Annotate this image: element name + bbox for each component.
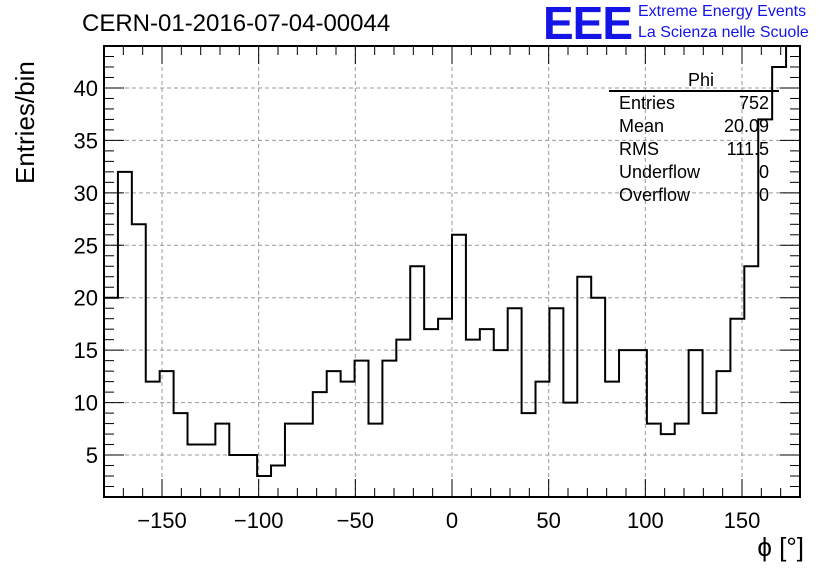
histogram-bin [549,308,563,497]
x-tick-label: 150 [724,508,761,533]
stats-label: Mean [619,116,665,136]
histogram-bin [424,329,438,497]
stats-label: Entries [619,93,676,113]
histogram-bin [577,277,591,497]
histogram-bin [368,424,382,497]
y-tick-label: 30 [74,181,98,206]
histogram-bin [438,319,452,497]
histogram-bin [257,476,271,497]
stats-value: 20.09 [723,116,769,136]
histogram-bin [494,350,508,497]
histogram-bin [355,361,369,497]
histogram-bin [160,371,174,497]
histogram-bin [703,413,717,497]
histogram-bin [313,392,327,497]
histogram-bin [591,298,605,497]
histogram-line [104,45,800,478]
histogram-bin [118,172,132,497]
stats-value: 111.5 [726,139,769,159]
histogram [104,45,800,497]
histogram-bin [508,308,522,497]
histogram-bin [522,413,536,497]
histogram-bin [675,424,689,497]
eee-logo: EEE [543,0,633,49]
y-tick-label: 25 [74,233,98,258]
histogram-bin [174,413,188,497]
stats-value: 0 [758,185,769,205]
histogram-bin [215,424,229,497]
y-tick-label: 5 [86,443,98,468]
histogram-bin [299,424,313,497]
histogram-bin [716,371,730,497]
stats-row-rms: RMS 111.5 [609,138,779,161]
x-axis-ticks: −150 −100 −50 0 50 100 150 [137,508,760,533]
histogram-bin [229,455,243,497]
x-tick-label: 50 [536,508,560,533]
histogram-bin [744,266,758,497]
histogram-bin [466,340,480,497]
histogram-bin [452,235,466,497]
histogram-bin [341,382,355,497]
axes [103,45,801,498]
stats-label: Underflow [619,162,701,182]
histogram-bin [536,382,550,497]
stats-box: Phi Entries 752 Mean 20.09 RMS 111.5 Und… [609,70,779,207]
histogram-bin [327,371,341,497]
stats-value: 0 [758,162,769,182]
x-axis-label: ϕ [°] [757,532,804,562]
stats-title: Phi [609,70,779,92]
histogram-bin [382,361,396,497]
y-tick-label: 15 [74,338,98,363]
histogram-bin [605,382,619,497]
logo-line-2: La Scienza nelle Scuole [638,24,809,41]
y-tick-label: 40 [74,76,98,101]
histogram-bin [633,350,647,497]
x-tick-label: 100 [627,508,664,533]
stats-row-entries: Entries 752 [609,92,779,115]
y-axis-ticks: 5 10 15 20 25 30 35 40 [74,76,98,468]
histogram-bin [146,382,160,497]
stats-value: 752 [738,93,769,113]
x-tick-label: 0 [446,508,458,533]
histogram-bin [243,455,257,497]
histogram-bin [132,224,146,497]
stats-row-mean: Mean 20.09 [609,115,779,138]
histogram-bin [786,46,800,497]
histogram-bin [730,319,744,497]
histogram-bin [619,350,633,497]
x-tick-label: −100 [234,508,284,533]
logo-line-1: Extreme Energy Events [638,3,807,20]
y-tick-label: 35 [74,128,98,153]
y-tick-label: 20 [74,286,98,311]
histogram-bin [410,266,424,497]
histogram-bin [563,403,577,497]
x-tick-label: −50 [337,508,374,533]
y-tick-label: 10 [74,391,98,416]
stats-row-underflow: Underflow 0 [609,161,779,184]
histogram-bin [104,298,118,497]
histogram-bin [201,445,215,497]
histogram-bin [188,445,202,497]
chart-title: CERN-01-2016-07-04-00044 [82,10,391,37]
stats-row-overflow: Overflow 0 [609,184,779,207]
histogram-bin [480,329,494,497]
histogram-bin [396,340,410,497]
histogram-bin [647,424,661,497]
histogram-bin [689,350,703,497]
stats-label: RMS [619,139,659,159]
histogram-bin [285,424,299,497]
x-tick-label: −150 [137,508,187,533]
histogram-bin [661,434,675,497]
y-axis-label: Entries/bin [10,61,40,184]
stats-label: Overflow [619,185,691,205]
